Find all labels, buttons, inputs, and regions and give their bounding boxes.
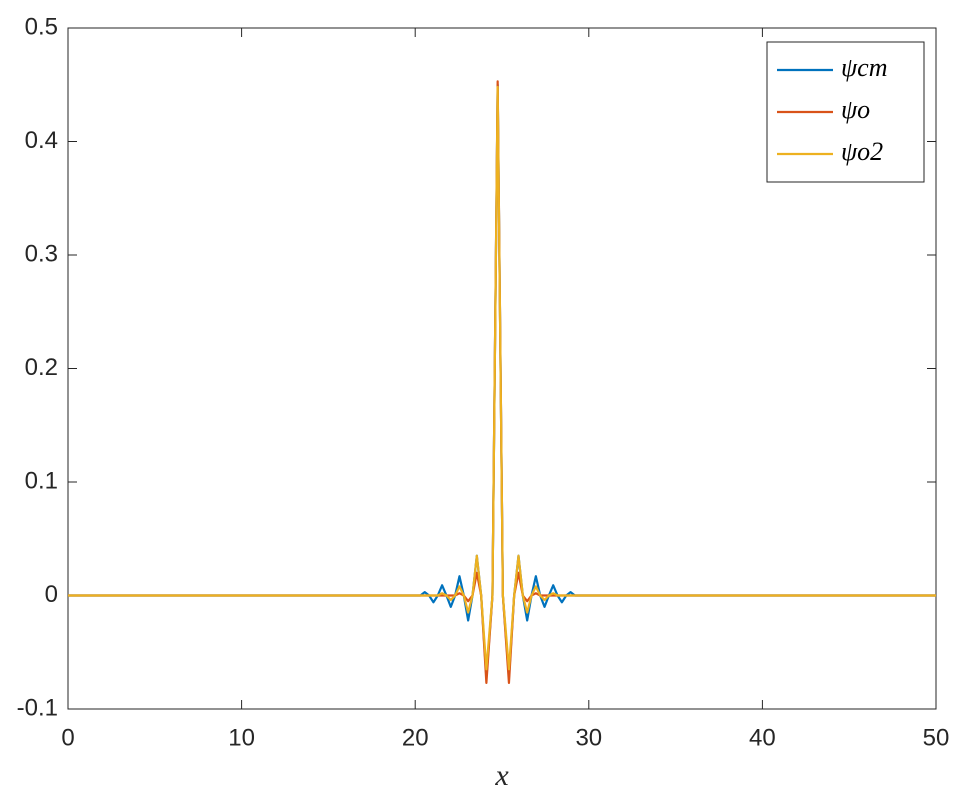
x-tick-label: 40 <box>749 724 776 751</box>
y-tick-label: 0 <box>45 581 58 608</box>
x-tick-label: 20 <box>402 724 429 751</box>
legend-label: ψo <box>841 95 870 124</box>
legend-label: ψcm <box>841 53 887 82</box>
y-tick-label: 0.4 <box>25 127 58 154</box>
y-tick-label: 0.2 <box>25 354 58 381</box>
x-tick-label: 50 <box>923 724 950 751</box>
x-axis-label: x <box>494 759 509 792</box>
y-tick-label: 0.1 <box>25 467 58 494</box>
series-line <box>68 85 936 671</box>
x-tick-label: 0 <box>61 724 74 751</box>
y-tick-label: 0.5 <box>25 13 58 40</box>
x-tick-label: 10 <box>228 724 255 751</box>
y-tick-label: -0.1 <box>17 694 58 721</box>
series-line <box>68 80 936 684</box>
y-tick-label: 0.3 <box>25 240 58 267</box>
legend-label: ψo2 <box>841 137 883 166</box>
x-tick-label: 30 <box>575 724 602 751</box>
